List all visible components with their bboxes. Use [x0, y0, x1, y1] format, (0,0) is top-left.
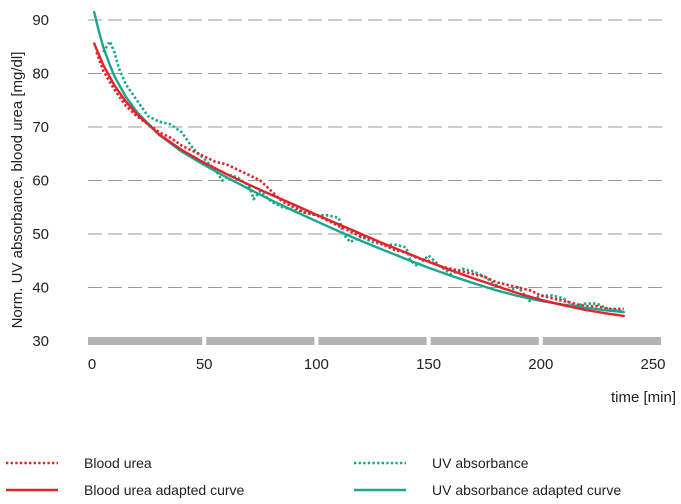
x-tick-label-50: 50: [196, 356, 213, 373]
y-tick-label-40: 40: [32, 280, 49, 297]
x-axis-band-segment-1: [206, 337, 315, 345]
grid-lines: [88, 19, 663, 288]
series-lines: [92, 10, 625, 318]
series-line-uv-absorbance-adapted-curve: [92, 10, 625, 314]
series-line-blood-urea-adapted-curve: [92, 42, 625, 318]
y-tick-label-60: 60: [32, 173, 49, 190]
y-tick-label-80: 80: [32, 66, 49, 83]
x-tick-label-150: 150: [416, 356, 441, 373]
x-axis-band-segment-4: [542, 337, 661, 345]
y-tick-label-50: 50: [32, 226, 49, 243]
series-line-uv-absorbance: [102, 40, 625, 313]
legend-label-blood-urea: Blood urea: [84, 455, 152, 471]
x-tick-label-200: 200: [528, 356, 553, 373]
x-tick-label-100: 100: [304, 356, 329, 373]
x-axis-band-segment-3: [430, 337, 539, 345]
x-axis-label: time [min]: [611, 389, 676, 406]
x-axis-band-segment-2: [318, 337, 427, 345]
series-line-blood-urea: [95, 51, 624, 311]
legend-label-uv-absorbance: UV absorbance: [432, 455, 529, 471]
legend-label-uv-absorbance-adapted-curve: UV absorbance adapted curve: [432, 482, 621, 498]
y-tick-labels: 30 40 50 60 70 80 90: [32, 12, 49, 350]
legend-label-blood-urea-adapted-curve: Blood urea adapted curve: [84, 482, 245, 498]
x-axis-band: [88, 337, 661, 345]
y-tick-label-90: 90: [32, 12, 49, 29]
y-tick-label-30: 30: [32, 333, 49, 350]
legend: Blood urea Blood urea adapted curve UV abs…: [6, 455, 621, 498]
x-tick-label-250: 250: [640, 356, 665, 373]
y-axis-label: Norm. UV absorbance, blood urea [mg/dl]: [9, 52, 26, 329]
x-tick-labels: 0 50 100 150 200 250: [88, 356, 666, 373]
x-axis-band-segment-0: [88, 337, 203, 345]
x-tick-label-0: 0: [88, 356, 96, 373]
y-tick-label-70: 70: [32, 119, 49, 136]
